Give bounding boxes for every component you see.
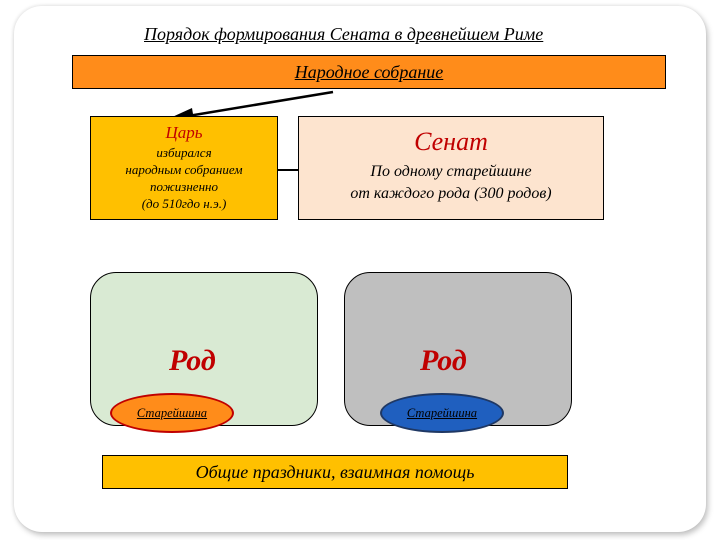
- tsar-box: Царь избирался народным собранием пожизн…: [90, 116, 278, 220]
- elder-left-label: Старейшина: [137, 406, 207, 421]
- bottom-label: Общие праздники, взаимная помощь: [196, 462, 475, 483]
- assembly-box: Народное собрание: [72, 55, 666, 89]
- senate-line-2: от каждого рода (300 родов): [309, 183, 593, 205]
- tsar-line-3: пожизненно: [99, 179, 269, 196]
- rod-label-right: Род: [420, 344, 467, 378]
- senate-box: Сенат По одному старейшине от каждого ро…: [298, 116, 604, 220]
- tsar-title: Царь: [99, 123, 269, 143]
- slide-frame: Порядок формирования Сената в древнейшем…: [14, 6, 706, 532]
- elder-ellipse-right: Старейшина: [380, 393, 504, 433]
- elder-ellipse-left: Старейшина: [110, 393, 234, 433]
- tsar-line-4: (до 510гдо н.э.): [99, 196, 269, 213]
- connector-tsar-senate: [278, 169, 298, 171]
- elder-right-label: Старейшина: [407, 406, 477, 421]
- senate-title: Сенат: [309, 127, 593, 157]
- rod-label-left: Род: [169, 344, 216, 378]
- tsar-line-1: избирался: [99, 145, 269, 162]
- senate-line-1: По одному старейшине: [309, 161, 593, 183]
- tsar-line-2: народным собранием: [99, 162, 269, 179]
- bottom-box: Общие праздники, взаимная помощь: [102, 455, 568, 489]
- slide-title: Порядок формирования Сената в древнейшем…: [144, 24, 543, 45]
- assembly-label: Народное собрание: [295, 62, 444, 83]
